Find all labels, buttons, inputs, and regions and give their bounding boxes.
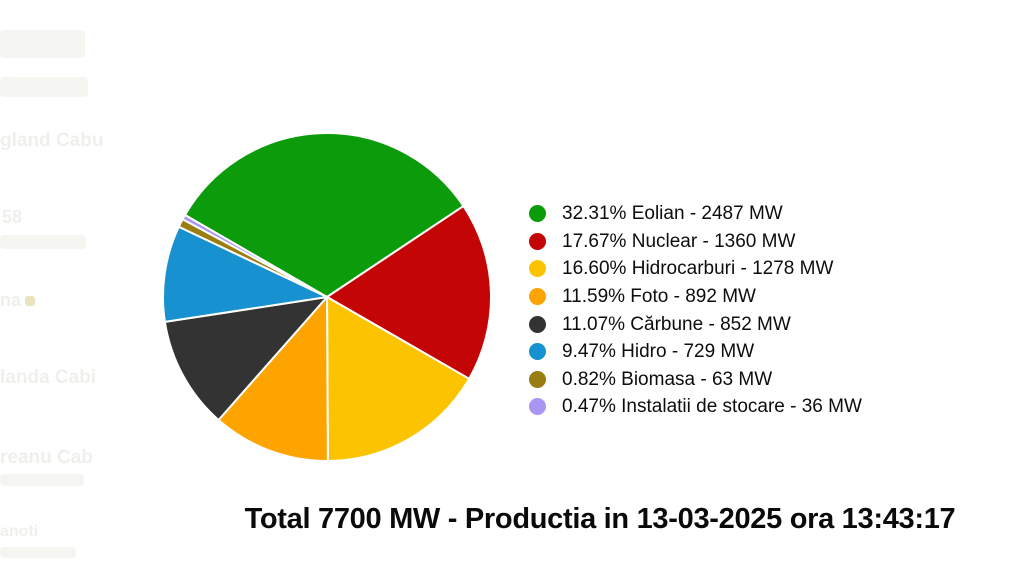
pie-slice-hidrocarburi[interactable] — [326, 296, 471, 462]
legend-label: 11.59% Foto - 892 MW — [562, 286, 756, 308]
legend-item-nuclear[interactable]: 17.67% Nuclear - 1360 MW — [529, 228, 862, 256]
legend-label: 17.67% Nuclear - 1360 MW — [562, 230, 796, 252]
legend-swatch-icon — [529, 288, 546, 306]
legend-item-hidro[interactable]: 9.47% Hidro - 729 MW — [529, 338, 862, 366]
pie-slice-instalatii-de-stocare[interactable] — [181, 214, 328, 298]
legend-label: 0.47% Instalatii de stocare - 36 MW — [562, 396, 862, 418]
legend-swatch-icon — [529, 343, 546, 361]
watermark-speck-icon — [25, 296, 36, 306]
legend-item-carbune[interactable]: 11.07% Cărbune - 852 MW — [529, 310, 862, 338]
legend-label: 0.82% Biomasa - 63 MW — [562, 368, 773, 390]
legend-item-foto[interactable]: 11.59% Foto - 892 MW — [529, 283, 862, 311]
watermark-text: landa Cabi — [0, 367, 97, 388]
pie-chart-container — [161, 131, 493, 463]
watermark-blob — [0, 474, 84, 486]
legend-item-eolian[interactable]: 32.31% Eolian - 2487 MW — [529, 200, 862, 228]
watermark-text: gland Cabu — [0, 130, 104, 151]
legend-swatch-icon — [529, 398, 546, 416]
pie-slice-carbune[interactable] — [163, 296, 328, 421]
legend-swatch-icon — [529, 315, 546, 333]
legend-item-hidrocarburi[interactable]: 16.60% Hidrocarburi - 1278 MW — [529, 255, 862, 283]
pie-slice-foto[interactable] — [217, 296, 329, 463]
legend-label: 11.07% Cărbune - 852 MW — [562, 313, 791, 335]
legend-label: 32.31% Eolian - 2487 MW — [562, 203, 783, 225]
legend: 32.31% Eolian - 2487 MW 17.67% Nuclear - … — [529, 200, 862, 421]
watermark-text: 58 — [2, 207, 23, 227]
legend-item-biomasa[interactable]: 0.82% Biomasa - 63 MW — [529, 366, 862, 394]
watermark-text: reanu Cab — [0, 447, 93, 468]
watermark-text: na — [0, 291, 36, 309]
legend-item-instalatii-de-stocare[interactable]: 0.47% Instalatii de stocare - 36 MW — [529, 393, 862, 421]
legend-label: 9.47% Hidro - 729 MW — [562, 341, 755, 363]
watermark-blob — [0, 235, 86, 249]
pie-chart — [162, 132, 492, 463]
legend-swatch-icon — [529, 205, 546, 223]
legend-swatch-icon — [529, 232, 546, 250]
pie-slice-eolian[interactable] — [183, 132, 465, 298]
watermark-text: anoti — [0, 523, 39, 540]
watermark-blob — [0, 30, 85, 58]
watermark-blob — [0, 547, 76, 558]
legend-swatch-icon — [529, 370, 546, 388]
pie-slice-hidro[interactable] — [162, 225, 328, 323]
legend-swatch-icon — [529, 260, 546, 278]
legend-label: 16.60% Hidrocarburi - 1278 MW — [562, 258, 834, 280]
chart-title: Total 7700 MW - Productia in 13-03-2025 … — [244, 503, 956, 535]
pie-slice-nuclear[interactable] — [326, 205, 492, 380]
watermark-blob — [0, 77, 88, 97]
